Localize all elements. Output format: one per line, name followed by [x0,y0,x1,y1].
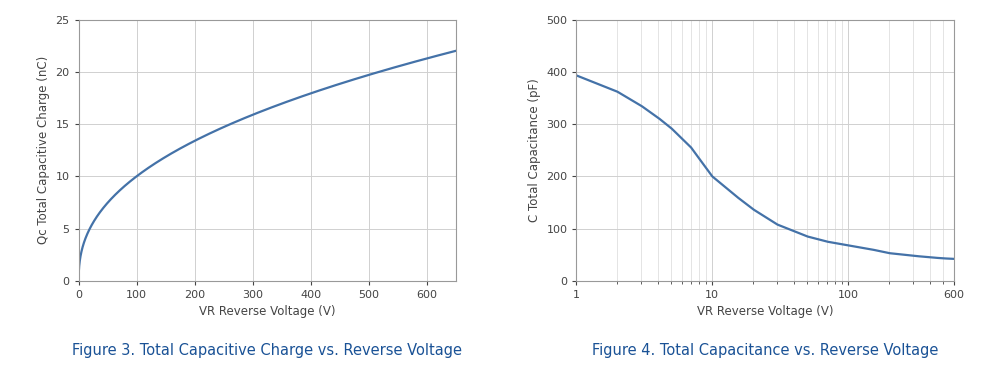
Y-axis label: Qc Total Capacitive Charge (nC): Qc Total Capacitive Charge (nC) [37,56,50,244]
Y-axis label: C Total Capacitance (pF): C Total Capacitance (pF) [528,78,541,222]
X-axis label: VR Reverse Voltage (V): VR Reverse Voltage (V) [199,305,335,318]
X-axis label: VR Reverse Voltage (V): VR Reverse Voltage (V) [697,305,834,318]
Text: Figure 4. Total Capacitance vs. Reverse Voltage: Figure 4. Total Capacitance vs. Reverse … [592,344,938,358]
Text: Figure 3. Total Capacitive Charge vs. Reverse Voltage: Figure 3. Total Capacitive Charge vs. Re… [72,344,462,358]
